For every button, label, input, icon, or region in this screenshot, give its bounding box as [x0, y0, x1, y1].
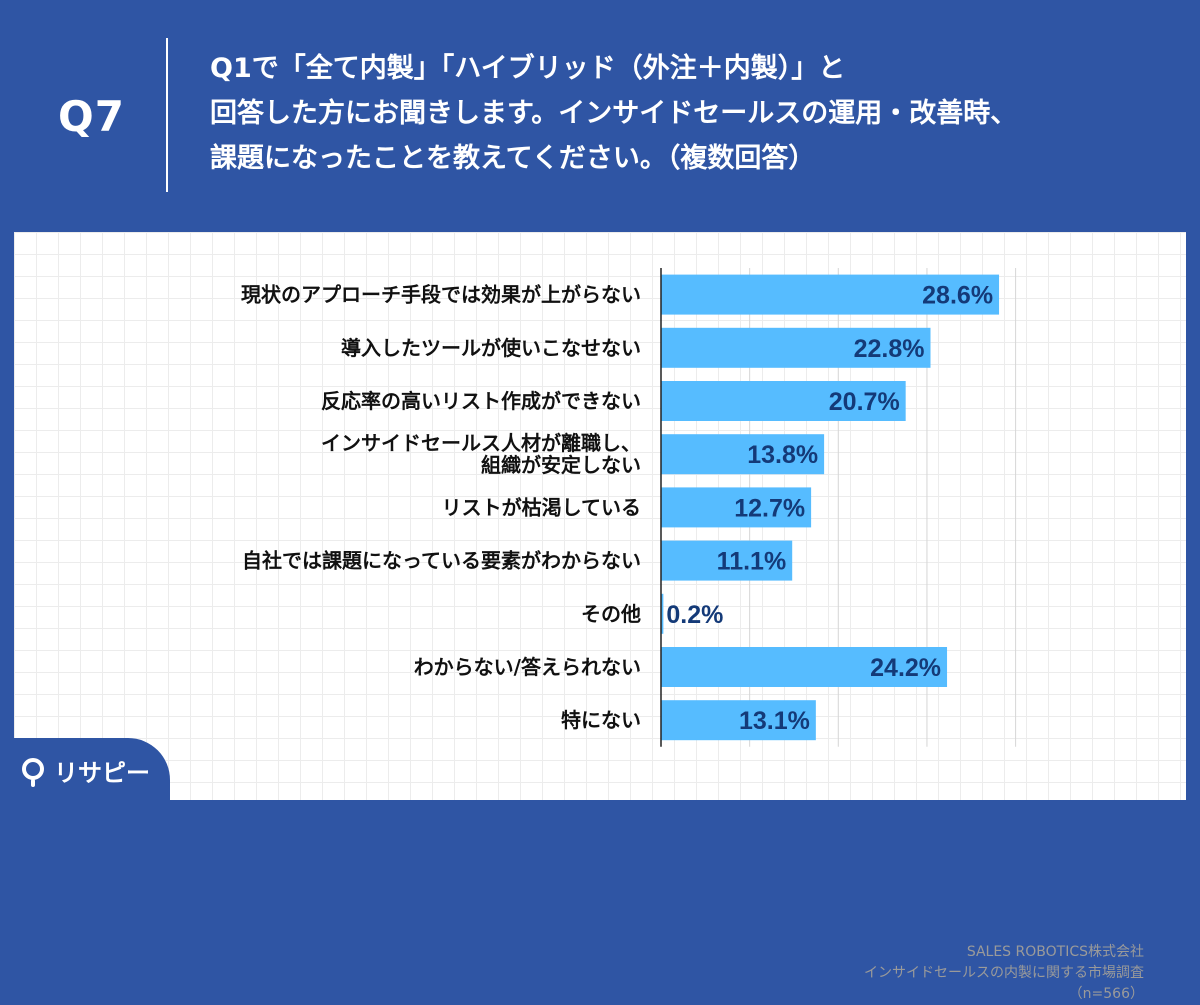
source-survey: インサイドセールスの内製に関する市場調査 — [864, 965, 1144, 981]
category-label: リストが枯渇している — [442, 495, 641, 519]
value-label: 12.7% — [734, 494, 805, 522]
value-label: 22.8% — [854, 335, 925, 363]
question-number: Q7 — [58, 92, 125, 141]
header-divider — [166, 38, 168, 192]
category-label: 現状のアプローチ手段では効果が上がらない — [241, 283, 641, 307]
brand-logo: リサピー — [0, 738, 170, 800]
value-label: 11.1% — [717, 548, 787, 576]
value-label: 0.2% — [666, 601, 723, 629]
bar — [661, 487, 812, 528]
bar — [661, 700, 816, 741]
bar — [661, 647, 948, 687]
bar — [661, 434, 825, 475]
category-label: インサイドセールス人材が離職し、組織が安定しない — [321, 431, 641, 477]
source-company: SALES ROBOTICS株式会社 — [966, 944, 1144, 960]
chart-panel: 現状のアプローチ手段では効果が上がらない 28.6% 導入したツールが使いこなせない… — [14, 232, 1186, 1002]
value-label: 28.6% — [922, 282, 993, 310]
value-label: 13.8% — [747, 441, 818, 469]
value-label: 20.7% — [829, 388, 900, 416]
value-label: 24.2% — [870, 654, 941, 682]
category-label: 反応率の高いリスト作成ができない — [321, 389, 641, 413]
source-sample-size: （n=566） — [1068, 986, 1144, 1002]
source-note: SALES ROBOTICS株式会社 インサイドセールスの内製に関する市場調査 … — [864, 942, 1144, 1005]
header: Q7 Q1で「全て内製」「ハイブリッド（外注＋内製）」と 回答した方にお聞きしま… — [0, 0, 1200, 232]
bar — [661, 327, 931, 368]
question-line: Q1で「全て内製」「ハイブリッド（外注＋内製）」と — [210, 53, 846, 84]
value-label: 13.1% — [739, 707, 810, 735]
brand-name: リサピー — [54, 758, 150, 787]
bar — [661, 381, 906, 421]
category-label: 導入したツールが使いこなせない — [341, 336, 641, 360]
bar — [661, 593, 664, 634]
search-pin-icon — [22, 758, 44, 787]
question-line: 課題になったことを教えてください。（複数回答） — [210, 143, 816, 174]
category-label: わからない/答えられない — [414, 655, 641, 679]
category-label: 自社では課題になっている要素がわからない — [242, 549, 641, 573]
bar — [661, 274, 1000, 315]
bar — [661, 540, 793, 581]
question-line: 回答した方にお聞きします。インサイドセールスの運用・改善時、 — [210, 98, 1018, 129]
bar-chart: 現状のアプローチ手段では効果が上がらない 28.6% 導入したツールが使いこなせない… — [241, 268, 1017, 747]
question-text: Q1で「全て内製」「ハイブリッド（外注＋内製）」と 回答した方にお聞きします。イ… — [210, 46, 1170, 181]
category-label: その他 — [581, 602, 641, 626]
category-label: 特にない — [561, 708, 641, 732]
